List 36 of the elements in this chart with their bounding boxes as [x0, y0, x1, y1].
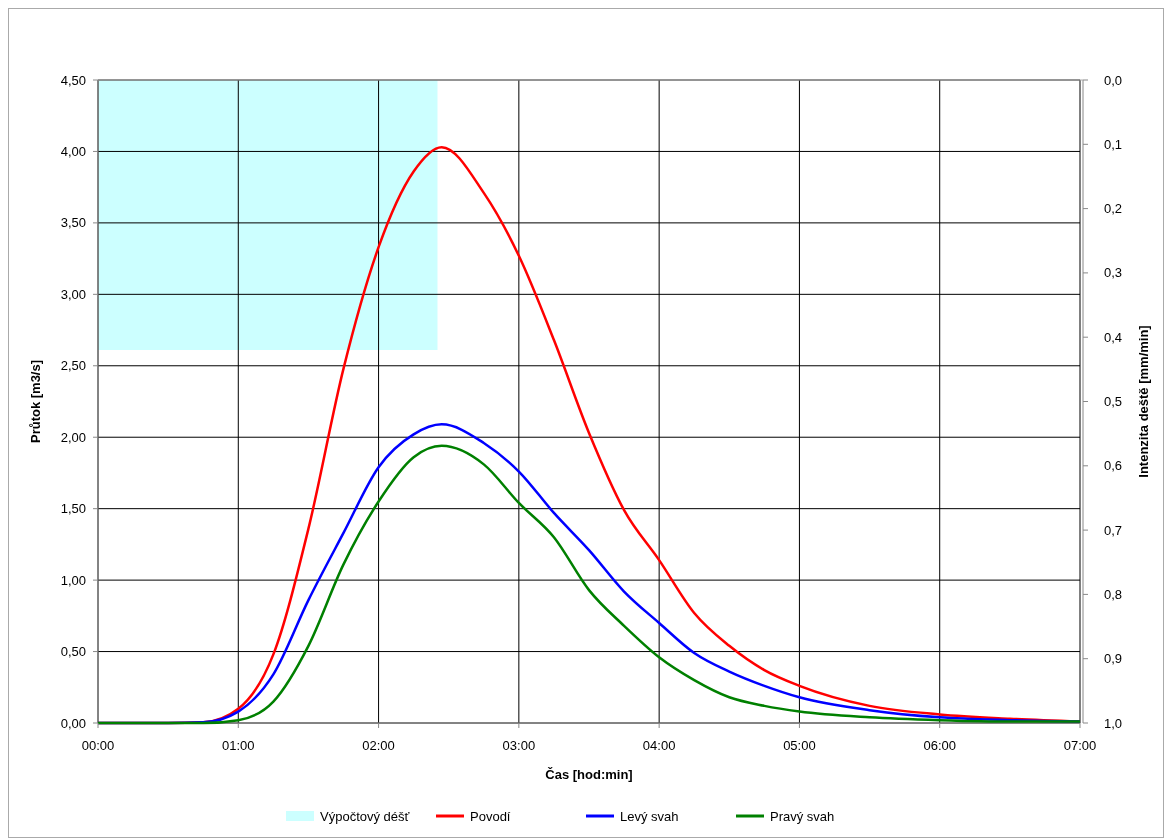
y2-tick-label: 0,3 [1104, 265, 1123, 281]
y-tick-label: 3,50 [60, 215, 86, 231]
y2-tick-label: 0,1 [1104, 136, 1123, 152]
y-tick-label: 0,50 [60, 644, 86, 660]
legend-label: Levý svah [620, 809, 679, 824]
x-tick-label: 01:00 [222, 738, 255, 753]
y2-tick-label: 0,0 [1104, 72, 1123, 88]
y2-tick-label: 0,7 [1104, 522, 1123, 538]
y-tick-label: 1,00 [60, 572, 86, 588]
y2-tick-label: 0,5 [1104, 394, 1123, 409]
legend-label: Výpočtový déšť [320, 809, 410, 824]
y2-tick-label: 0,4 [1104, 329, 1123, 345]
y2-tick-label: 0,9 [1104, 651, 1123, 667]
y-tick-label: 1,50 [60, 501, 86, 517]
y-tick-label: 3,00 [60, 286, 86, 302]
y-tick-label: 4,50 [60, 72, 86, 88]
legend-label: Pravý svah [770, 809, 835, 824]
y-tick-label: 4,00 [60, 143, 86, 159]
x-tick-label: 00:00 [81, 738, 115, 753]
y2-tick-label: 0,2 [1104, 201, 1123, 217]
x-tick-label: 05:00 [783, 738, 816, 753]
y-tick-label: 2,50 [60, 358, 86, 374]
x-tick-label: 07:00 [1063, 738, 1097, 753]
x-tick-label: 06:00 [923, 738, 956, 753]
y-tick-label: 0,00 [60, 715, 86, 731]
y2-tick-label: 0,8 [1104, 586, 1123, 602]
x-tick-label: 04:00 [642, 738, 676, 753]
y-tick-label: 2,00 [60, 429, 86, 445]
y-axis-title: Průtok [m3/s] [28, 359, 43, 444]
y2-tick-label: 0,6 [1104, 458, 1123, 474]
x-tick-label: 02:00 [362, 738, 395, 753]
y2-axis-title: Intenzita deště [mm/min] [1136, 325, 1151, 478]
y2-tick-label: 1,0 [1104, 715, 1123, 731]
legend-label: Povodí [470, 809, 511, 824]
x-axis-title: Čas [hod:min] [545, 767, 633, 782]
x-tick-label: 03:00 [502, 738, 536, 753]
